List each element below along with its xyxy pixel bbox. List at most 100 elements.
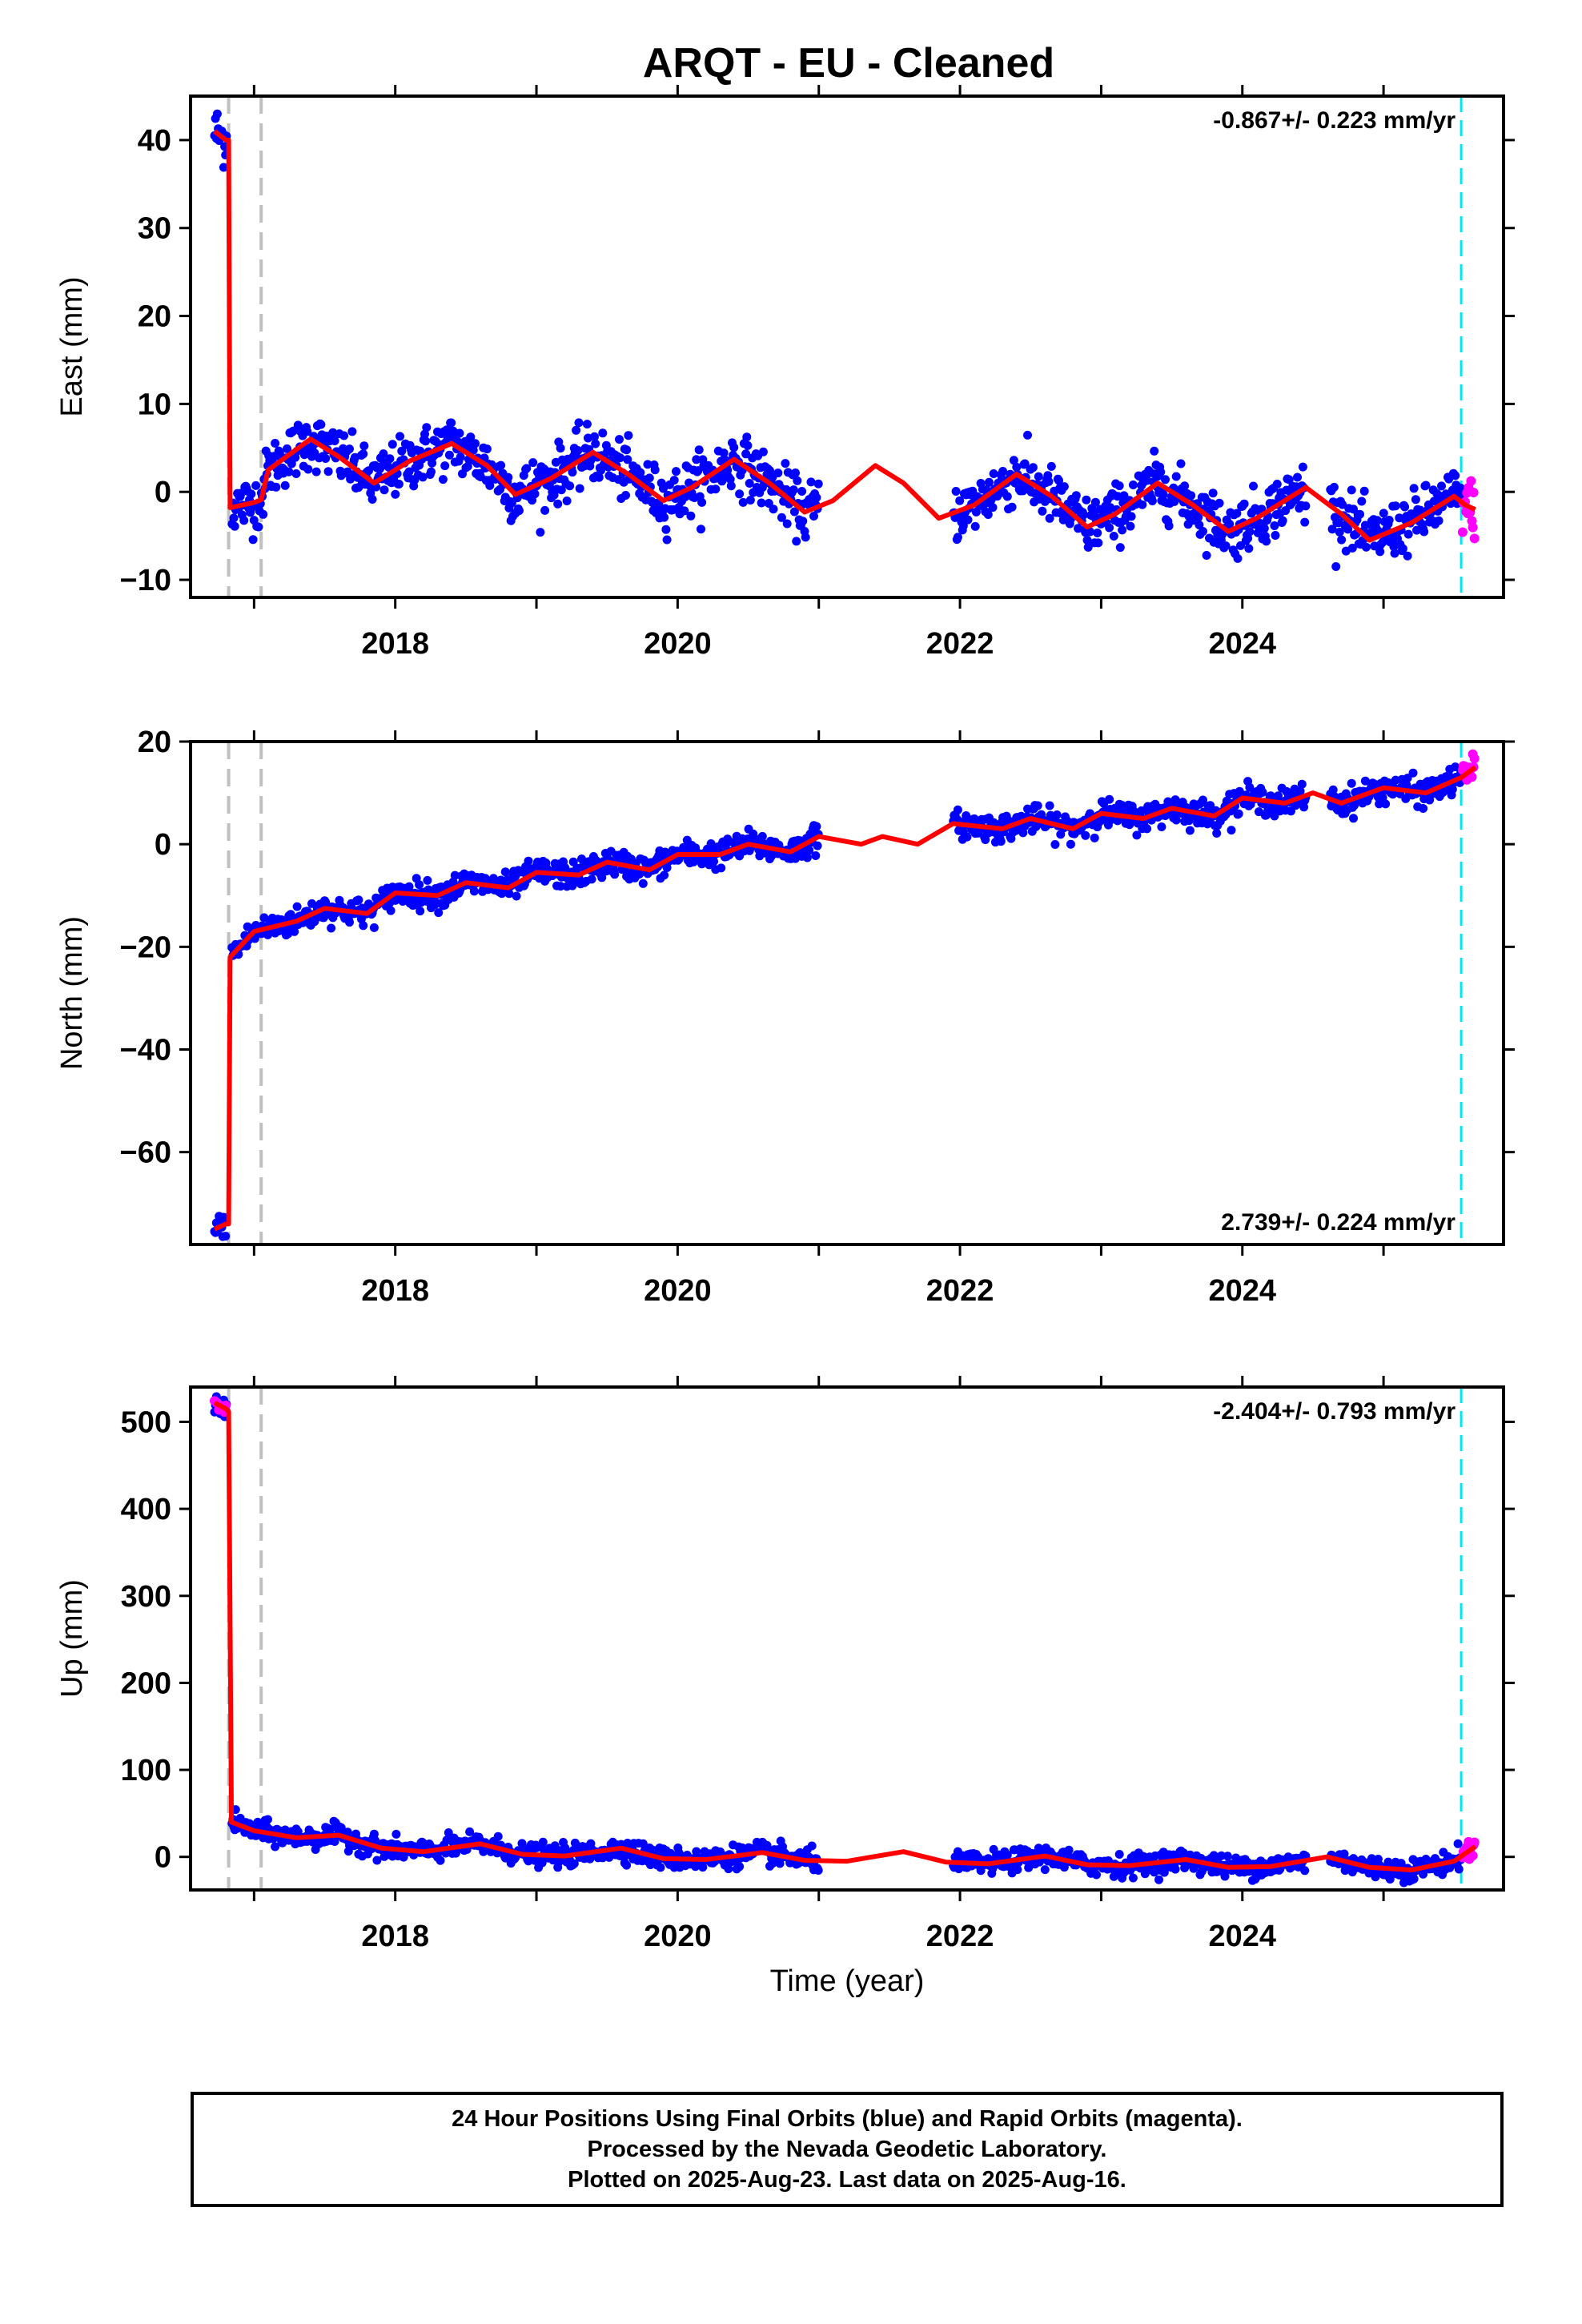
final-orbit-point — [582, 420, 592, 429]
final-orbit-points — [210, 762, 1466, 1241]
final-orbit-point — [983, 510, 993, 519]
final-orbit-point — [806, 477, 816, 487]
final-orbit-point — [757, 831, 767, 841]
final-orbit-point — [726, 481, 736, 491]
final-orbit-point — [1094, 538, 1103, 548]
final-orbit-point — [522, 464, 532, 473]
final-orbit-point — [638, 879, 648, 888]
final-orbit-point — [404, 882, 414, 891]
final-orbit-point — [1391, 501, 1400, 511]
final-orbit-point — [644, 473, 654, 483]
x-axis-label: Time (year) — [770, 1964, 925, 1998]
final-orbit-point — [597, 873, 607, 883]
final-orbit-point — [1082, 495, 1091, 505]
final-orbit-point — [729, 443, 739, 452]
final-orbit-point — [1033, 801, 1042, 810]
final-orbit-point — [1082, 536, 1092, 545]
final-orbit-point — [1170, 795, 1180, 805]
x-tick-label: 2024 — [1208, 627, 1276, 661]
final-orbit-point — [1262, 537, 1271, 546]
y-axis-label: Up (mm) — [55, 1579, 89, 1698]
final-orbit-point — [1081, 830, 1090, 840]
final-orbit-point — [738, 497, 748, 507]
final-orbit-point — [504, 472, 513, 482]
final-orbit-point — [981, 835, 990, 844]
final-orbit-point — [741, 449, 751, 459]
final-orbit-point — [1090, 833, 1099, 842]
final-orbit-point — [515, 506, 524, 516]
footer-box: 24 Hour Positions Using Final Orbits (bl… — [191, 2092, 1504, 2207]
y-tick-label: 400 — [121, 1493, 171, 1526]
y-tick-label: 40 — [138, 124, 171, 158]
final-orbit-point — [650, 465, 660, 475]
final-orbit-point — [811, 851, 821, 860]
final-orbit-point — [1271, 531, 1280, 540]
final-orbit-point — [709, 857, 718, 866]
final-orbit-point — [565, 481, 575, 491]
final-orbit-point — [1083, 542, 1093, 552]
final-orbit-point — [1451, 471, 1460, 480]
final-orbit-point — [643, 460, 652, 469]
final-orbit-point — [621, 491, 630, 500]
final-orbit-point — [1202, 551, 1211, 560]
final-orbit-point — [1020, 459, 1030, 468]
final-orbit-point — [1126, 512, 1136, 521]
final-orbit-point — [221, 1232, 231, 1241]
final-orbit-point — [1138, 500, 1147, 509]
x-tick-label: 2020 — [644, 627, 712, 661]
final-orbit-point — [1270, 521, 1279, 530]
final-orbit-point — [575, 484, 584, 493]
final-orbit-point — [524, 856, 533, 866]
x-tick-label: 2020 — [644, 1920, 712, 1953]
final-orbit-point — [1403, 529, 1413, 539]
final-orbit-point — [1147, 497, 1157, 505]
final-orbit-point — [1233, 553, 1243, 563]
rate-label: -0.867+/- 0.223 mm/yr — [1213, 107, 1456, 134]
final-orbit-point — [404, 467, 414, 476]
final-orbit-point — [963, 515, 973, 525]
final-orbit-point — [1409, 1874, 1419, 1884]
final-orbit-point — [271, 439, 280, 448]
plot-area — [210, 96, 1480, 597]
final-orbit-point — [792, 537, 801, 546]
final-orbit-point — [725, 475, 735, 484]
final-orbit-point — [660, 870, 669, 880]
final-orbit-point — [1114, 481, 1124, 491]
rapid-orbit-point — [1468, 488, 1479, 497]
final-orbit-point — [789, 507, 799, 517]
final-orbit-point — [1359, 486, 1369, 496]
final-orbit-point — [347, 427, 357, 436]
final-orbit-point — [1164, 521, 1174, 531]
final-orbit-point — [386, 906, 396, 915]
final-orbit-point — [1362, 542, 1371, 552]
model-curve — [213, 1400, 1477, 1872]
final-orbit-point — [656, 1863, 665, 1872]
final-orbit-point — [669, 476, 679, 485]
final-orbit-point — [447, 418, 456, 428]
final-orbit-point — [440, 461, 450, 471]
final-orbit-point — [239, 516, 249, 525]
y-axis-label: North (mm) — [55, 916, 89, 1070]
final-orbit-point — [1408, 768, 1418, 778]
final-orbit-point — [438, 475, 448, 485]
x-tick-label: 2020 — [644, 1274, 712, 1308]
final-orbit-point — [1234, 809, 1243, 818]
final-orbit-point — [359, 441, 369, 451]
final-orbit-point — [1045, 801, 1054, 810]
final-orbit-point — [1045, 513, 1054, 523]
rapid-orbit-points — [1457, 476, 1480, 544]
final-orbit-point — [1118, 525, 1127, 535]
final-orbit-point — [291, 469, 301, 478]
y-tick-label: 300 — [121, 1580, 171, 1614]
final-orbit-point — [1360, 776, 1370, 786]
final-orbit-point — [1223, 1852, 1232, 1861]
final-orbit-point — [1216, 1851, 1226, 1860]
final-orbit-point — [1023, 430, 1032, 440]
final-orbit-point — [623, 455, 632, 464]
final-orbit-point — [1113, 492, 1122, 501]
panel-east: 2018 2020 2022 2024 −10 0 10 20 30 40 East (mm) -0.… — [55, 85, 1515, 661]
final-orbit-point — [692, 1847, 701, 1856]
final-orbit-point — [420, 429, 429, 439]
final-orbit-point — [323, 467, 333, 476]
final-orbit-point — [421, 436, 431, 446]
